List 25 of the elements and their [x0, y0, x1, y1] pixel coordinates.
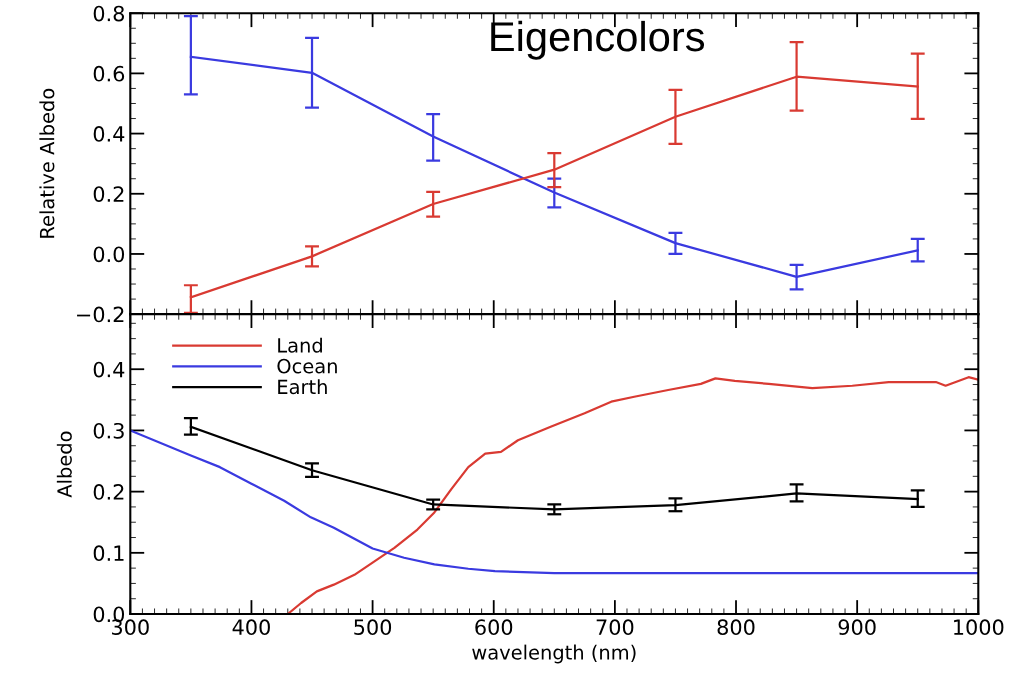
- y-tick-label: 0.3: [93, 422, 124, 439]
- line-series: [130, 429, 979, 575]
- y-tick-label: 0.1: [93, 545, 124, 562]
- y-axis-title: Relative Albedo: [39, 88, 55, 238]
- x-tick-label: 500: [354, 619, 392, 636]
- legend-label: Land: [278, 337, 322, 353]
- x-tick-label: 600: [475, 619, 513, 636]
- x-tick-label: 1000: [954, 619, 1004, 636]
- y-axis-title: Albedo: [56, 431, 72, 498]
- y-tick-label: 0.4: [93, 126, 125, 142]
- x-tick-label: 700: [596, 619, 634, 636]
- y-tick-label: 0.4: [93, 361, 125, 378]
- chart-title: Eigencolors: [491, 20, 705, 60]
- x-axis-title: wavelength (nm): [472, 644, 636, 664]
- x-tick-label: 900: [838, 619, 876, 636]
- y-tick-label: 0.2: [93, 186, 124, 202]
- y-tick-label: 0.2: [93, 484, 124, 500]
- legend-label: Earth: [278, 379, 327, 395]
- y-tick-label: 0.6: [93, 65, 125, 82]
- y-tick-label: 0.0: [93, 246, 125, 263]
- y-tick-label: 0.8: [93, 5, 125, 22]
- y-tick-label: −0.2: [77, 306, 124, 323]
- x-tick-label: 400: [232, 619, 270, 636]
- x-tick-label: 800: [717, 619, 755, 636]
- legend-label: Ocean: [277, 358, 337, 374]
